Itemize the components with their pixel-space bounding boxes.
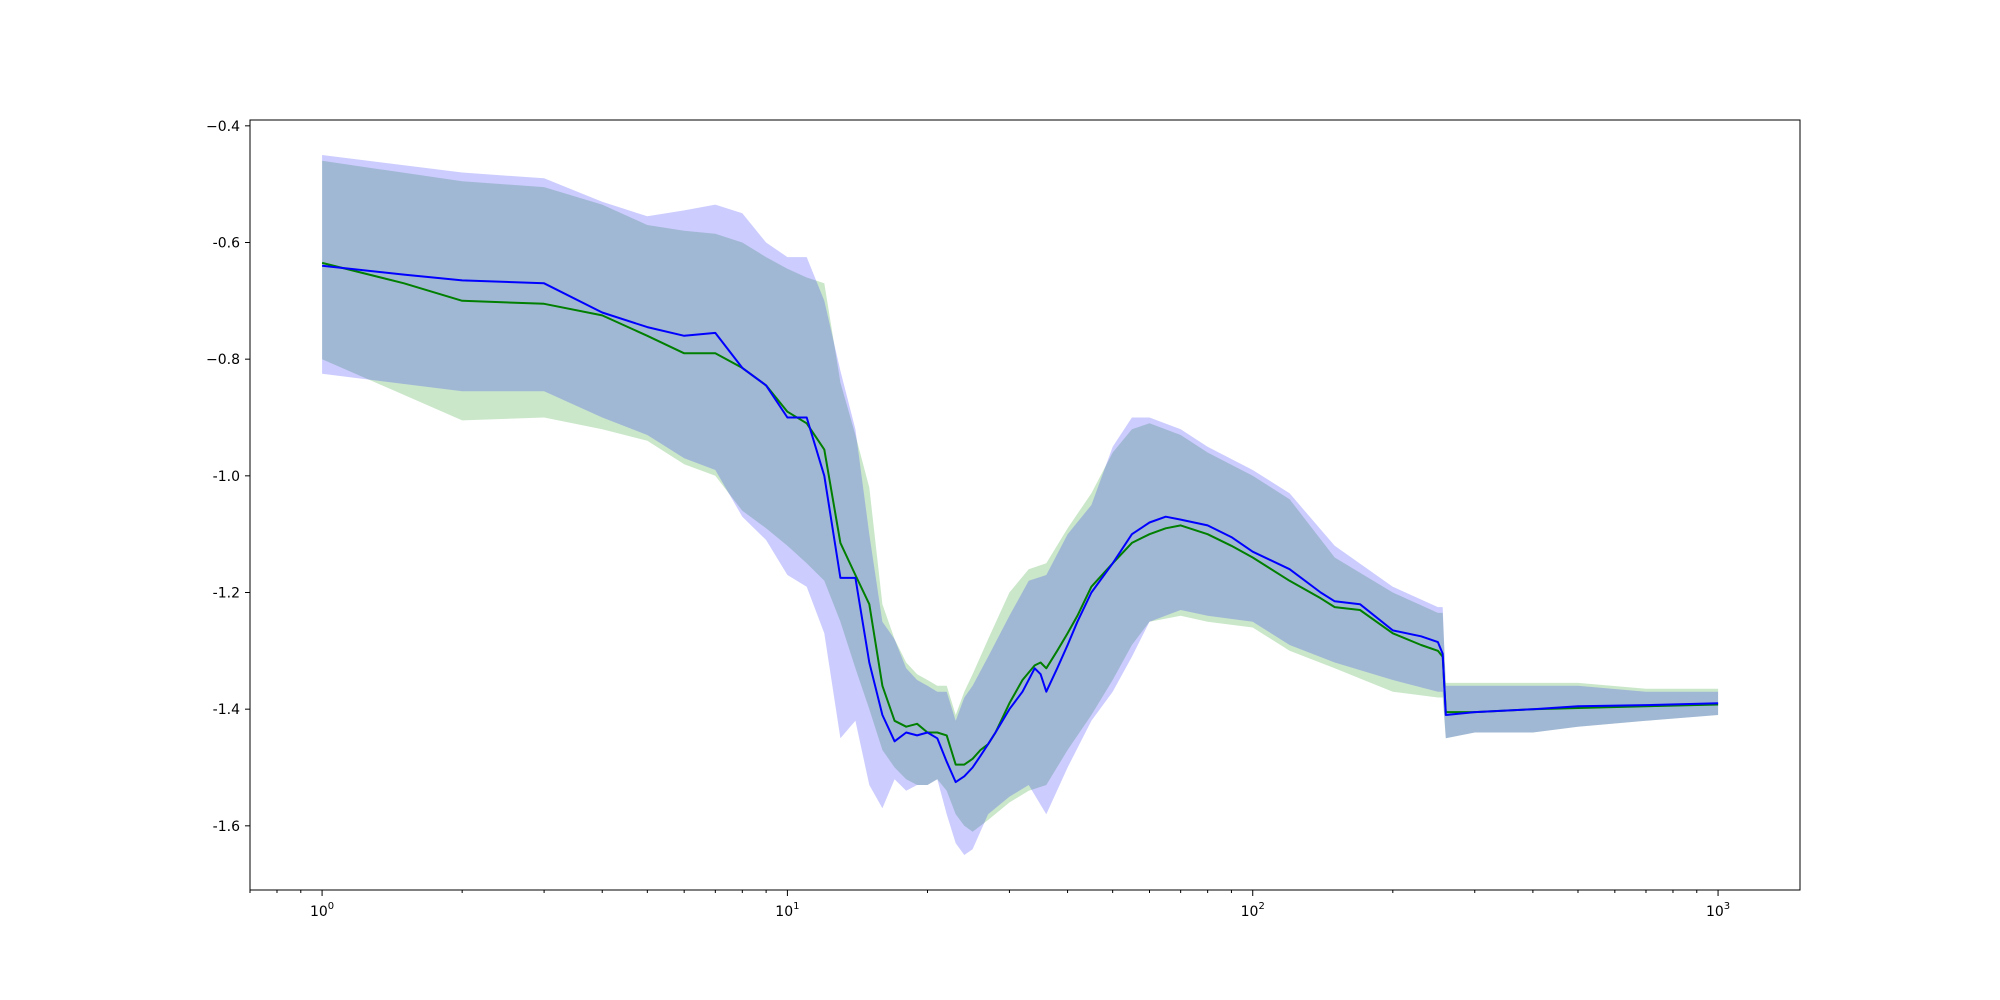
y-tick-label: -1.6 [213,819,240,835]
y-axis: −0.4 -0.6 −0.8 -1.0 -1.2 -1.4 -1.6 [206,119,250,835]
series-line-1 [321,264,1719,784]
series-lines [321,261,1719,784]
y-tick-label: −0.8 [206,352,240,368]
y-tick-label: -1.4 [213,702,240,718]
series-line-0 [321,261,1719,766]
x-tick-label: 100 [310,901,334,920]
x-tick-label: 102 [1241,901,1265,920]
x-tick-label: 103 [1706,901,1730,920]
y-tick-label: -1.2 [213,586,240,602]
band-0 [322,160,1719,832]
y-tick-label: −0.4 [206,119,240,135]
x-tick-label: 101 [775,901,799,920]
x-axis: 100 101 102 103 [249,890,1730,920]
y-tick-label: -1.0 [213,469,240,485]
plot-frame [249,119,1801,891]
band-1 [322,155,1719,855]
confidence-bands [322,155,1719,855]
y-tick-label: -0.6 [213,236,240,252]
